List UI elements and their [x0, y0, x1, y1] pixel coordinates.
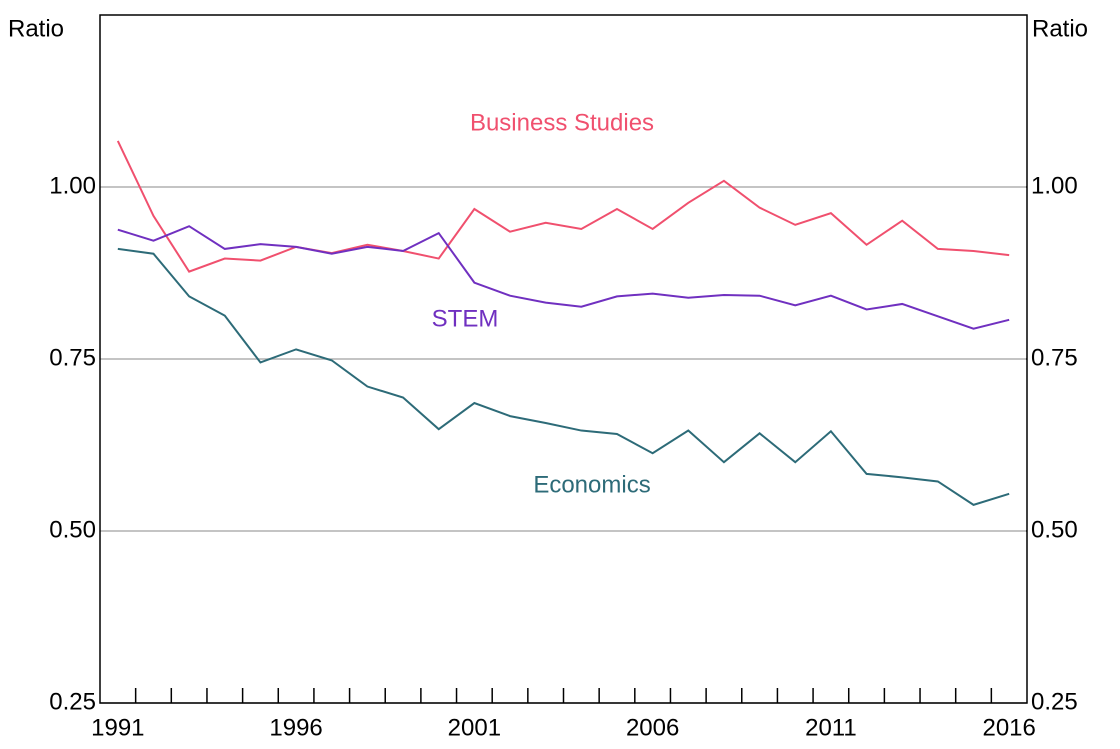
- series-label: Business Studies: [470, 109, 654, 136]
- y-tick-label: 0.25: [49, 688, 96, 715]
- y-tick-label: 0.75: [49, 344, 96, 371]
- y2-tick-label: 1.00: [1031, 172, 1078, 199]
- y-axis-label: Ratio: [8, 15, 64, 42]
- x-tick-label: 2006: [626, 714, 679, 741]
- series-line: [116, 140, 1010, 273]
- series-line: [117, 225, 1010, 330]
- series-label: Economics: [533, 471, 650, 498]
- x-tick-label: 1991: [91, 714, 144, 741]
- x-tick-label: 2001: [448, 714, 501, 741]
- y2-tick-label: 0.50: [1031, 516, 1078, 543]
- x-tick-label: 2016: [982, 714, 1035, 741]
- x-tick-label: 1996: [269, 714, 322, 741]
- y-tick-label: 0.50: [49, 516, 96, 543]
- y2-tick-label: 0.75: [1031, 344, 1078, 371]
- y2-axis-label: Ratio: [1032, 15, 1088, 42]
- series-label: STEM: [432, 305, 499, 332]
- series-line: [117, 247, 1010, 506]
- y-tick-label: 1.00: [49, 172, 96, 199]
- plot-frame: [99, 14, 1028, 704]
- y2-tick-label: 0.25: [1031, 688, 1078, 715]
- x-tick-label: 2011: [805, 714, 857, 741]
